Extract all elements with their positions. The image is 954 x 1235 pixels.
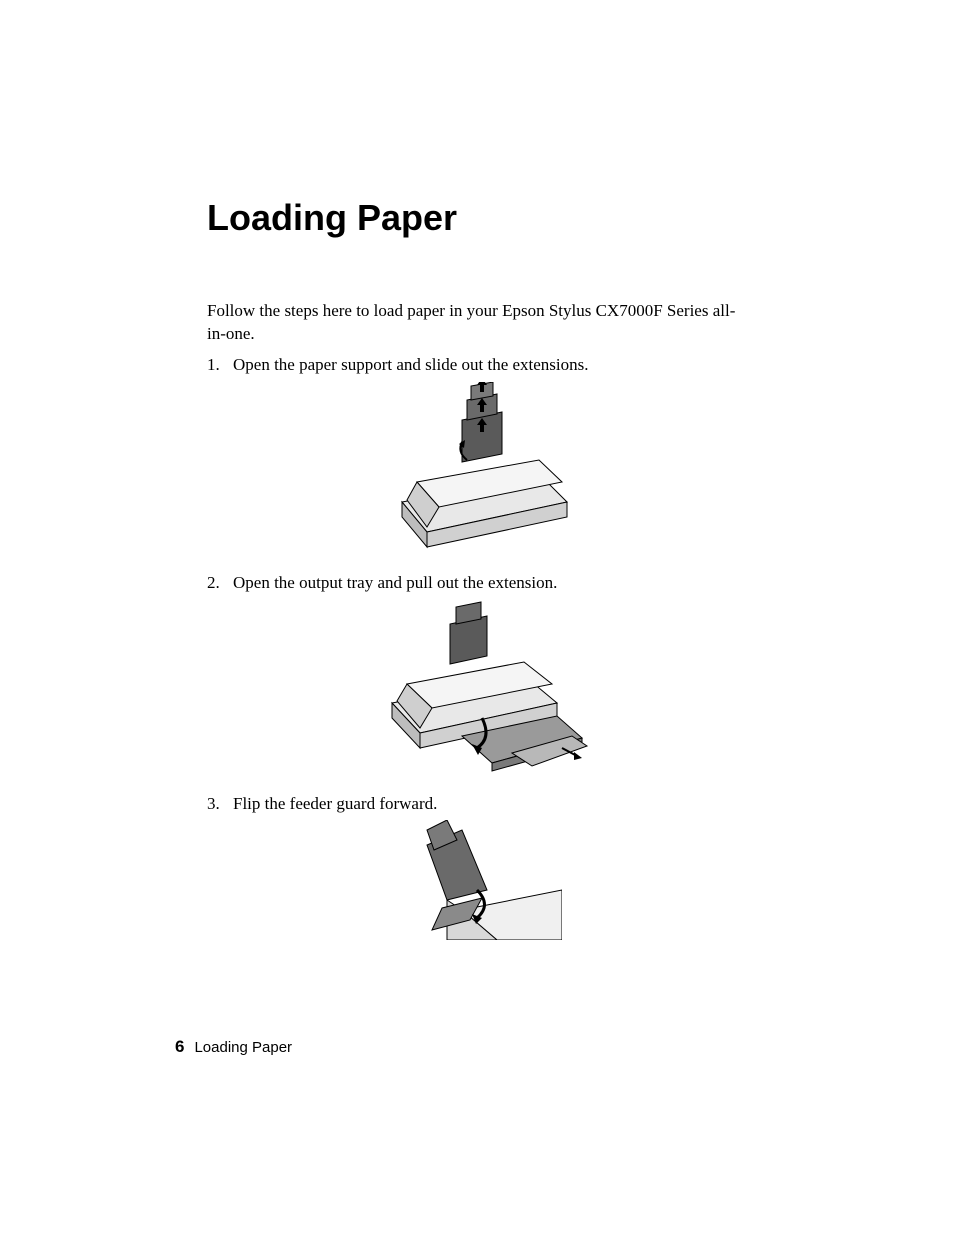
figure-1-printer-paper-support bbox=[367, 382, 587, 552]
step-3-text: Flip the feeder guard forward. bbox=[233, 794, 437, 813]
step-3-number: 3. bbox=[207, 793, 233, 816]
page-heading: Loading Paper bbox=[207, 197, 457, 239]
footer-section: Loading Paper bbox=[194, 1039, 292, 1056]
step-1-text: Open the paper support and slide out the… bbox=[233, 355, 589, 374]
intro-text: Follow the steps here to load paper in y… bbox=[207, 300, 737, 346]
step-2-number: 2. bbox=[207, 572, 233, 595]
step-2: 2.Open the output tray and pull out the … bbox=[207, 572, 767, 595]
figure-3-feeder-guard bbox=[392, 820, 562, 940]
step-1-number: 1. bbox=[207, 354, 233, 377]
step-1: 1.Open the paper support and slide out t… bbox=[207, 354, 767, 377]
figure-2-printer-output-tray bbox=[362, 598, 592, 773]
step-3: 3.Flip the feeder guard forward. bbox=[207, 793, 767, 816]
page-number: 6 bbox=[175, 1037, 184, 1056]
page-footer: 6 Loading Paper bbox=[175, 1037, 292, 1057]
step-2-text: Open the output tray and pull out the ex… bbox=[233, 573, 557, 592]
